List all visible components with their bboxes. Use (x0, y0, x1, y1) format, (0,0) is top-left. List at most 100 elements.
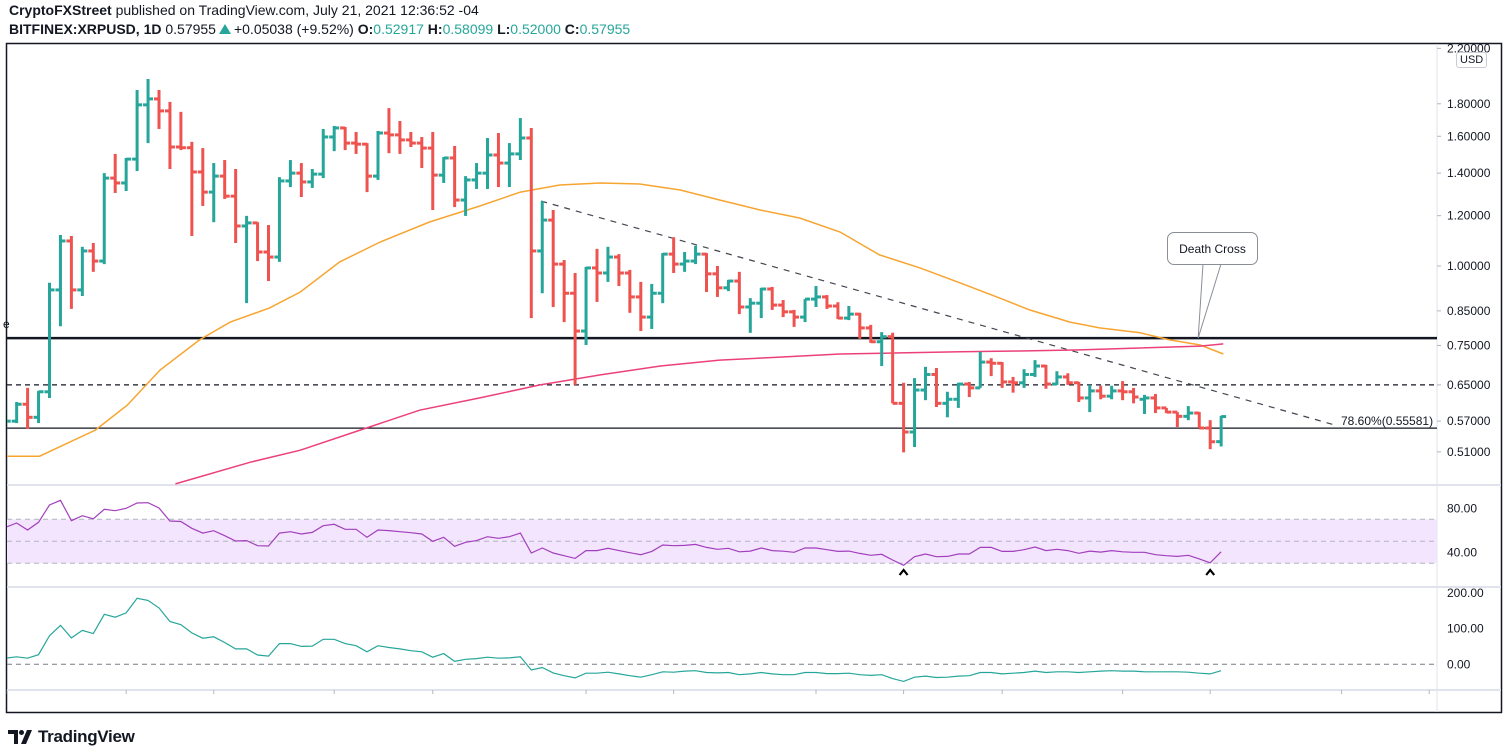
ohlc-bar (570, 272, 581, 385)
time-tick-label: 9 (1426, 697, 1433, 711)
ohlc-bar (482, 138, 493, 189)
high-label: H: (427, 21, 443, 37)
ohlc-bar (186, 141, 197, 236)
ohlc-bar (373, 130, 383, 180)
time-tick-label: Jun (664, 697, 683, 711)
publisher-name[interactable]: CryptoFXStreet (9, 2, 112, 18)
ohlc-bar (832, 302, 843, 320)
price-tick-label: 0.51000 (1447, 445, 1491, 459)
tradingview-logo[interactable]: TradingView (8, 727, 135, 747)
symbol-legend: BITFINEX:XRPUSD, 1D 0.57955 +0.05038 (+9.… (9, 21, 630, 37)
ohlc-bar (154, 90, 164, 129)
ohlc-bar (285, 160, 296, 188)
ohlc-bar (208, 163, 219, 223)
ohlc-bar (296, 163, 307, 198)
price-change: +0.05038 (+9.52%) (233, 21, 354, 37)
time-tick-label: Jul (994, 697, 1009, 711)
ohlc-bar (1150, 393, 1161, 414)
ohlc-bar (778, 300, 789, 318)
oscillator-tick-label: 200.00 (1447, 586, 1484, 600)
price-tick-label: 1.80000 (1447, 97, 1491, 111)
tradingview-brand: TradingView (38, 727, 135, 746)
oscillator-tick-label: 100.00 (1447, 622, 1484, 636)
ohlc-bar (7, 410, 11, 431)
ohlc-bar (1062, 373, 1073, 385)
ohlc-bar (602, 246, 613, 282)
ohlc-bar (1019, 369, 1030, 388)
ohlc-bar (789, 309, 800, 327)
ohlc-bar (537, 201, 548, 294)
open-value: 0.52917 (373, 21, 424, 37)
ohlc-bar (657, 252, 668, 304)
ohlc-bar (690, 245, 701, 265)
ohlc-bar (865, 324, 876, 344)
time-tick-label: Apr (0, 697, 15, 711)
rsi-line (7, 499, 1222, 567)
ohlc-bar (712, 266, 723, 297)
ohlc-bar (504, 143, 515, 188)
ohlc-bar (526, 127, 537, 319)
time-tick-label: 10 (426, 697, 440, 711)
ohlc-bar (668, 237, 679, 273)
ohlc-bar (493, 133, 504, 188)
ohlc-bar (405, 131, 416, 148)
ohlc-bar (1051, 371, 1062, 386)
ohlc-bar (997, 361, 1008, 388)
up-triangle-icon (218, 24, 231, 34)
ohlc-bar (1095, 385, 1106, 400)
ohlc-bar (1106, 385, 1117, 400)
ohlc-bar (1139, 394, 1150, 414)
fib-level-label: 78.60%(0.55581) (1341, 414, 1433, 428)
price-tick-label: 0.57000 (1447, 414, 1491, 428)
price-tick-label: 0.85000 (1447, 304, 1491, 318)
chart-frame (5, 42, 1503, 714)
time-tick-label: 14 (809, 697, 823, 711)
ohlc-bar (11, 401, 22, 424)
tradingview-logo-icon (8, 730, 32, 744)
publish-info: CryptoFXStreet published on TradingView.… (9, 2, 479, 18)
ohlc-bar (318, 128, 329, 179)
ohlc-bar (635, 281, 646, 332)
ohlc-bar (340, 126, 351, 151)
ohlc-bar (22, 387, 33, 430)
ohlc-bar (756, 287, 767, 319)
callout-pointer (1197, 263, 1222, 339)
ohlc-bar (1008, 376, 1019, 393)
ohlc-bar (975, 351, 986, 390)
cut-off-line-label: e (3, 317, 10, 331)
ohlc-bar (1073, 381, 1084, 402)
ohlc-bar (548, 209, 559, 307)
ohlc-bar (920, 366, 931, 401)
ohlc-bar (274, 177, 285, 262)
ohlc-bar (953, 382, 964, 408)
ohlc-bar (241, 215, 252, 304)
low-label: L: (497, 21, 511, 37)
close-value: 0.57955 (579, 21, 631, 37)
ohlc-bar (898, 382, 909, 453)
price-tick-label: 1.00000 (1447, 259, 1491, 273)
ohlc-bar (449, 145, 460, 208)
time-tick-label: 24 (579, 697, 593, 711)
plot-area[interactable] (1, 79, 1437, 683)
price-tick-label: 1.40000 (1447, 166, 1491, 180)
ohlc-bar (821, 295, 832, 309)
ohlc-bar (351, 131, 362, 154)
ohlc-bar (164, 101, 175, 170)
ohlc-bar (416, 136, 427, 169)
ohlc-bar (197, 148, 208, 206)
rsi-band (7, 518, 1437, 564)
ohlc-bar (909, 378, 920, 448)
ohlc-bar (110, 153, 121, 193)
price-tick-label: 1.60000 (1447, 129, 1491, 143)
symbol-name[interactable]: BITFINEX:XRPUSD, 1D (9, 21, 162, 37)
ohlc-bar (701, 252, 712, 293)
ohlc-bar (592, 248, 602, 302)
oscillator-tick-label: 0.00 (1447, 657, 1471, 671)
ohlc-bar (646, 283, 657, 329)
caret-up-icon (898, 568, 909, 576)
currency-badge[interactable]: USD (1456, 52, 1488, 68)
ohlc-bar (1172, 410, 1183, 428)
ohlc-bar (252, 221, 263, 262)
ohlc-bar (427, 131, 438, 210)
